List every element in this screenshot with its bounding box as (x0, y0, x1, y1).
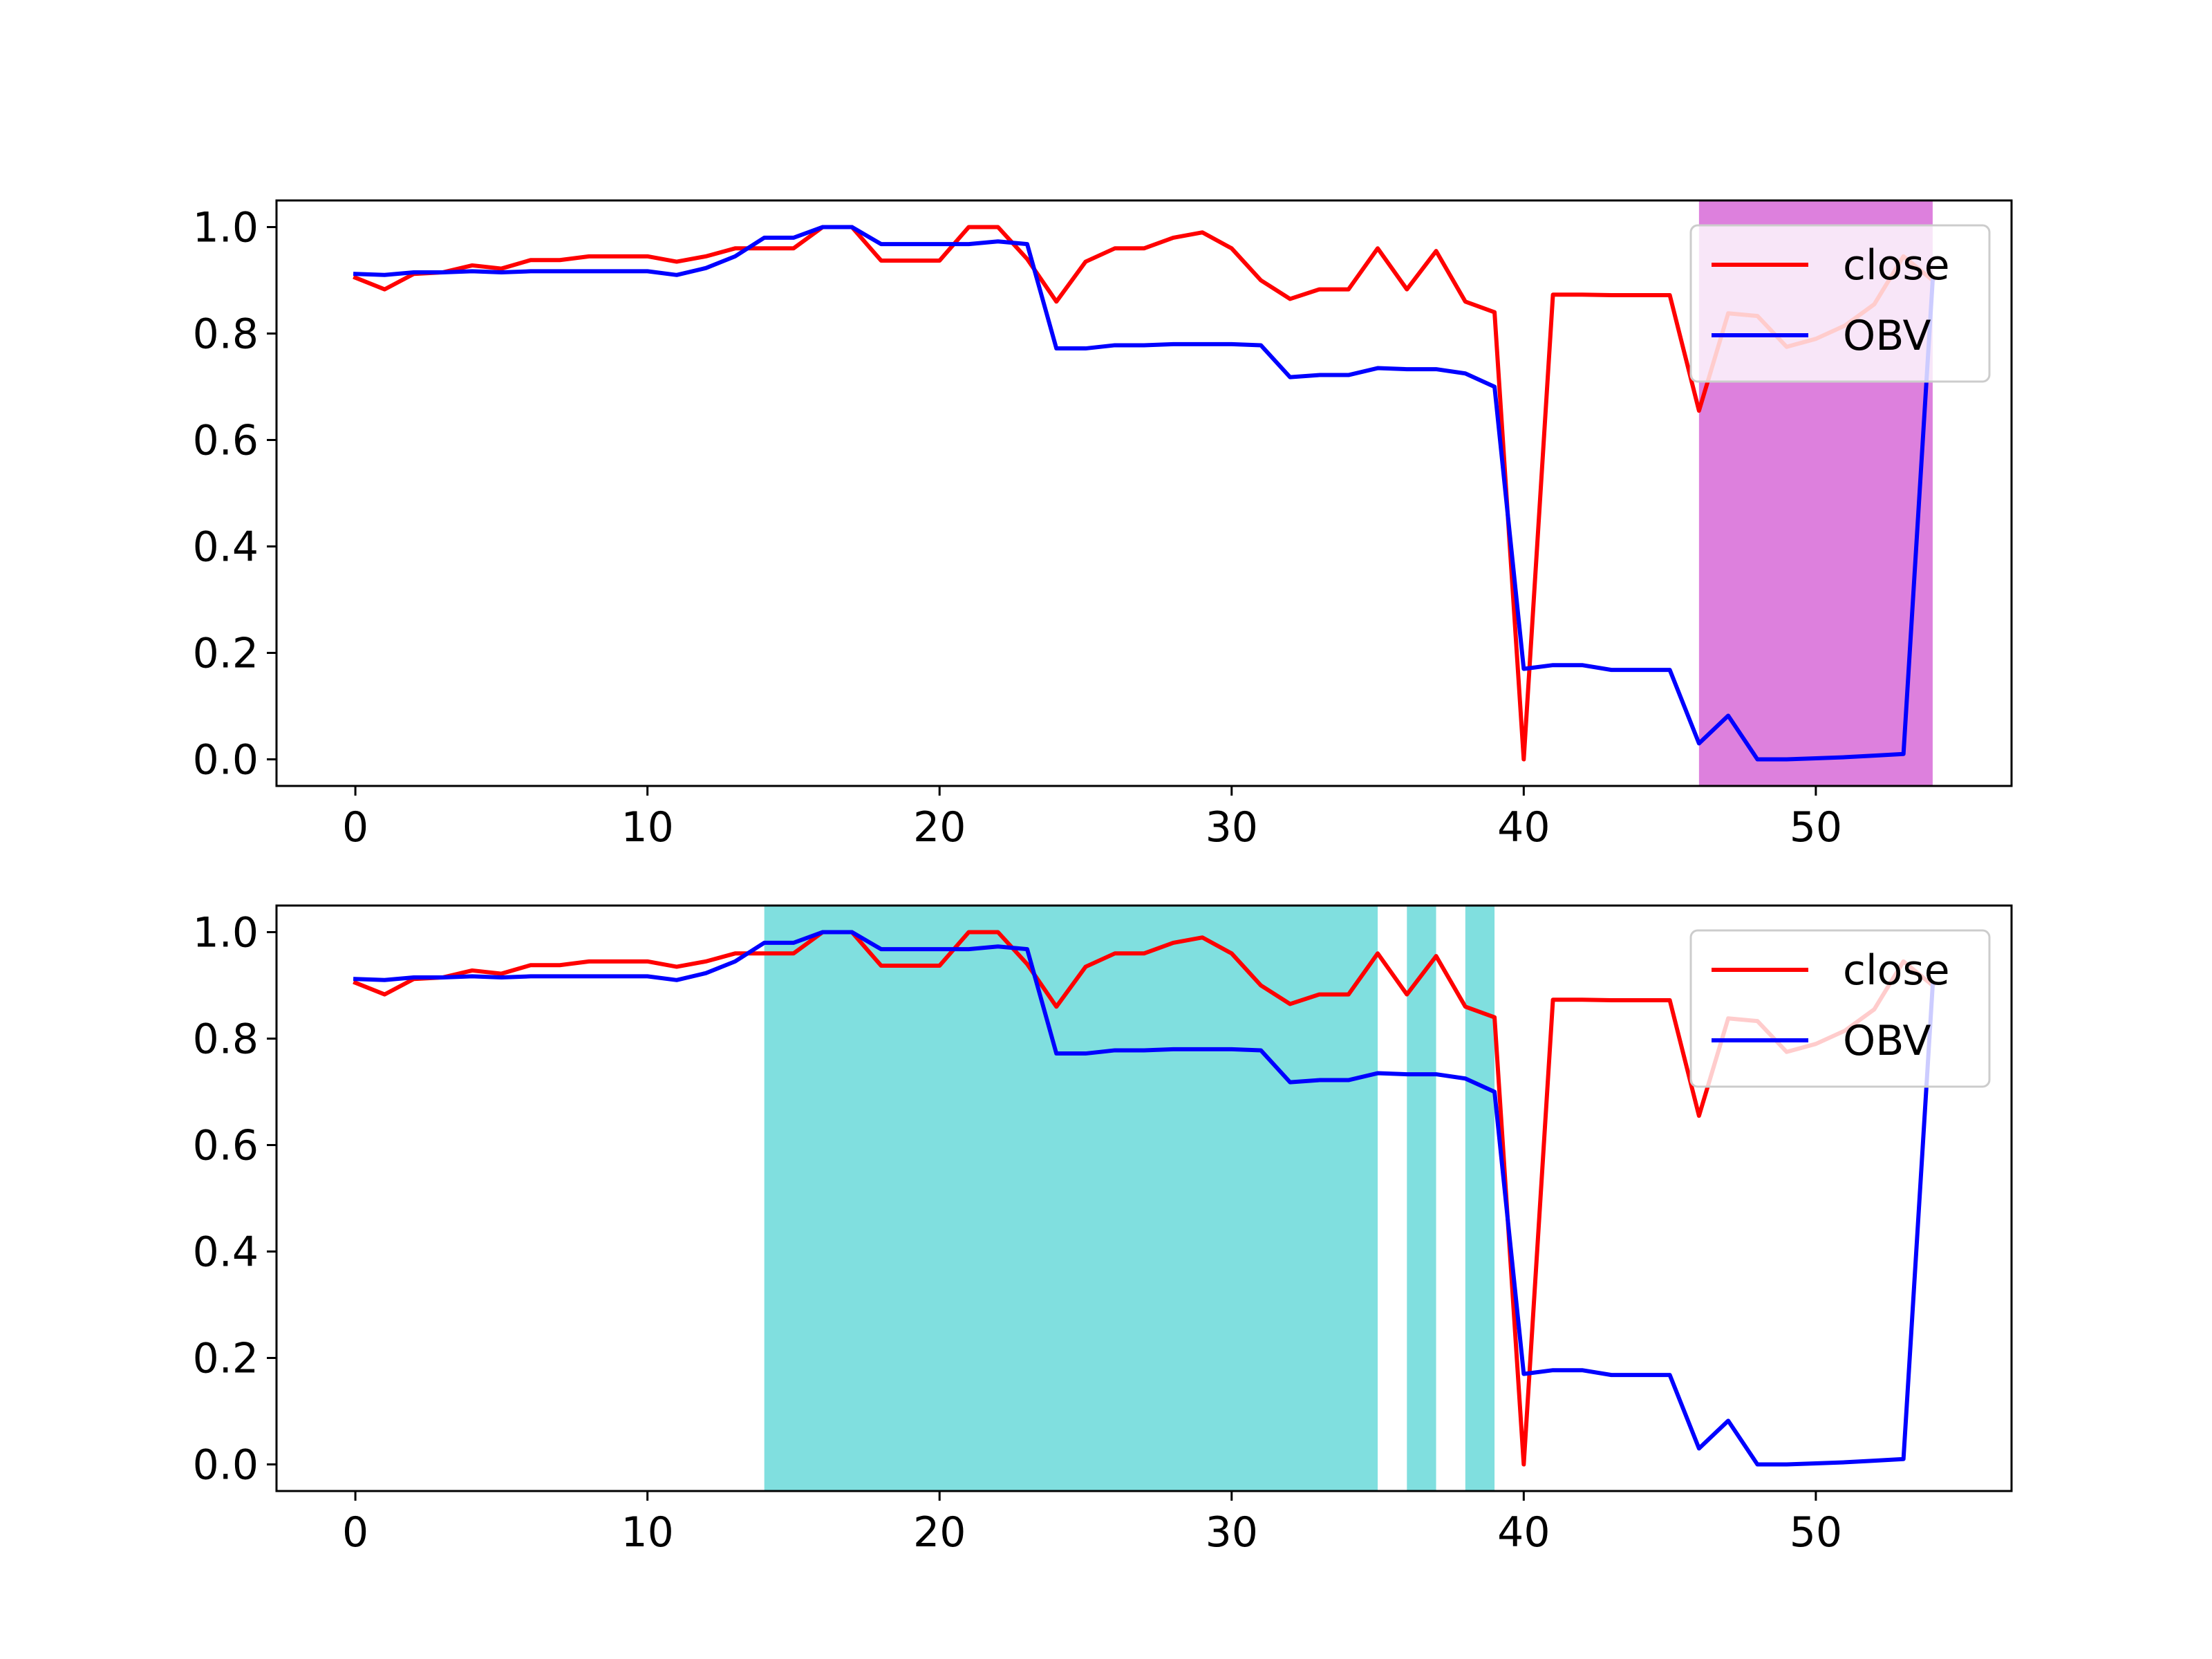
y-tick-label: 0.2 (193, 1335, 259, 1383)
series-line-obv (353, 930, 1936, 1467)
axes-frame (275, 199, 2013, 787)
x-tick-label: 0 (342, 1508, 368, 1557)
x-tick-label: 10 (621, 1508, 673, 1557)
legend-label-obv: OBV (1843, 1017, 1931, 1065)
y-tick-label: 0.8 (193, 310, 259, 359)
bottom-chart-panel: 0 10 20 30 40 50 0.0 0.2 0.4 0.6 0.8 1.0 (193, 904, 2013, 1557)
series-line-obv (353, 225, 1936, 762)
y-tick-label: 0.4 (193, 1228, 259, 1277)
y-tick-label: 0.0 (193, 1441, 259, 1490)
x-tick-label: 30 (1206, 1508, 1258, 1557)
shaded-region (1407, 906, 1436, 1491)
y-tick-label: 0.6 (193, 417, 259, 465)
x-tick-label: 20 (913, 803, 966, 852)
series-line-close (353, 225, 1936, 762)
legend-label-close: close (1843, 241, 1950, 290)
series-line-close (353, 930, 1936, 1467)
x-tick-label: 40 (1497, 803, 1550, 852)
y-tick-label: 1.0 (193, 204, 259, 252)
x-tick-label: 50 (1790, 1508, 1842, 1557)
x-tick-label: 10 (621, 803, 673, 852)
x-tick-label: 40 (1497, 1508, 1550, 1557)
x-tick-label: 20 (913, 1508, 966, 1557)
shaded-region (1465, 906, 1495, 1491)
y-tick-label: 0.2 (193, 630, 259, 678)
legend-label-close: close (1843, 946, 1950, 995)
bottom-chart-legend: close OBV (1689, 929, 1991, 1088)
axes-frame (275, 904, 2013, 1492)
x-tick-label: 0 (342, 803, 368, 852)
top-chart-legend: close OBV (1689, 224, 1991, 383)
y-tick-label: 0.4 (193, 523, 259, 572)
legend-label-obv: OBV (1843, 312, 1931, 360)
y-tick-label: 0.8 (193, 1015, 259, 1064)
shaded-region (764, 906, 1378, 1491)
y-tick-label: 0.0 (193, 736, 259, 785)
x-tick-label: 30 (1206, 803, 1258, 852)
x-tick-label: 50 (1790, 803, 1842, 852)
y-tick-label: 0.6 (193, 1122, 259, 1170)
y-tick-label: 1.0 (193, 909, 259, 957)
